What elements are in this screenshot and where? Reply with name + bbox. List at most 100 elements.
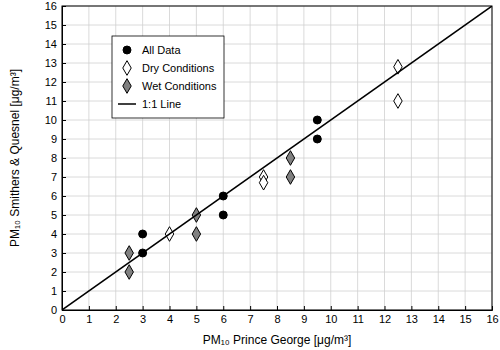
y-tick-mark	[62, 215, 66, 216]
x-tick-label: 9	[301, 313, 307, 325]
y-tick-mark	[62, 272, 66, 273]
y-grid-line	[62, 139, 492, 140]
y-tick-label: 2	[51, 266, 57, 278]
x-axis-line	[63, 306, 493, 311]
x-tick-mark	[331, 306, 332, 310]
x-tick: 8	[274, 306, 280, 325]
x-tick-mark	[143, 306, 144, 310]
legend-item: All Data	[123, 44, 181, 56]
y-tick-label: 14	[45, 38, 57, 50]
y-tick: 3	[51, 247, 66, 259]
legend-swatch	[123, 61, 131, 76]
point	[219, 211, 227, 219]
y-tick-mark	[62, 234, 66, 235]
y-axis: 012345678910111213141516	[45, 0, 66, 316]
point	[394, 94, 402, 109]
point	[286, 151, 294, 166]
y-tick: 13	[45, 57, 66, 69]
point	[259, 175, 267, 190]
point	[313, 135, 321, 143]
x-tick-label: 12	[379, 313, 391, 325]
y-tick-mark	[62, 177, 66, 178]
y-tick-mark	[62, 63, 66, 64]
x-tick-label: 2	[113, 313, 119, 325]
point	[192, 227, 200, 242]
x-tick-label: 11	[352, 313, 363, 325]
y-tick: 2	[51, 266, 66, 278]
plot-frame	[62, 6, 492, 310]
x-tick-label: 13	[406, 313, 418, 325]
y-tick: 11	[46, 95, 66, 107]
x-tick: 15	[460, 306, 472, 325]
x-tick-label: 1	[86, 313, 92, 325]
point	[313, 116, 321, 124]
y-tick-label: 4	[51, 228, 57, 240]
plot-area	[62, 6, 492, 310]
legend-swatch	[118, 103, 136, 105]
y-tick: 7	[51, 171, 66, 183]
y-tick-mark	[62, 120, 66, 121]
y-grid-line	[62, 120, 492, 121]
y-tick: 12	[45, 76, 66, 88]
y-tick: 5	[51, 209, 66, 221]
x-tick-mark	[223, 306, 224, 310]
marks	[62, 6, 492, 310]
x-tick-mark	[250, 306, 251, 310]
y-tick-mark	[62, 44, 66, 45]
x-tick-mark	[411, 306, 412, 310]
y-grid-line	[62, 215, 492, 216]
x-tick-mark	[116, 306, 117, 310]
y-tick: 9	[51, 133, 66, 145]
x-axis-title: PM₁₀ Prince George [μg/m³]	[203, 333, 352, 347]
x-tick: 5	[194, 306, 200, 325]
y-tick-mark	[62, 101, 66, 102]
y-tick-label: 16	[45, 0, 57, 12]
y-tick-mark	[62, 291, 66, 292]
point	[286, 170, 294, 185]
x-tick: 14	[433, 306, 445, 325]
x-tick: 9	[301, 306, 307, 325]
y-tick-mark	[62, 6, 66, 7]
x-tick-label: 14	[433, 313, 445, 325]
point	[125, 265, 133, 280]
x-tick: 2	[113, 306, 119, 325]
y-tick-label: 5	[51, 209, 57, 221]
x-tick-label: 10	[325, 313, 337, 325]
y-tick: 14	[45, 38, 66, 50]
y-tick-label: 6	[51, 190, 57, 202]
x-tick-label: 7	[248, 313, 254, 325]
x-tick: 11	[352, 306, 363, 325]
y-tick: 10	[45, 114, 66, 126]
y-tick-mark	[62, 253, 66, 254]
x-tick-mark	[277, 306, 278, 310]
y-tick-label: 8	[51, 152, 57, 164]
x-tick: 13	[406, 306, 418, 325]
x-axis: 012345678910111213141516	[59, 306, 498, 325]
y-grid-line	[62, 291, 492, 292]
legend-item: 1:1 Line	[118, 98, 181, 110]
x-tick-mark	[385, 306, 386, 310]
y-tick-label: 3	[51, 247, 57, 259]
legend-swatch	[123, 46, 131, 54]
x-tick-label: 5	[194, 313, 200, 325]
line	[62, 6, 492, 310]
y-tick-label: 9	[51, 133, 57, 145]
legend-label: Dry Conditions	[142, 62, 215, 74]
x-tick-mark	[304, 306, 305, 310]
x-tick-label: 16	[486, 313, 498, 325]
y-tick: 8	[51, 152, 66, 164]
legend-item: Wet Conditions	[123, 79, 217, 94]
x-tick-label: 4	[167, 313, 173, 325]
y-tick-label: 7	[51, 171, 57, 183]
legend-item: Dry Conditions	[123, 61, 215, 76]
grid	[62, 6, 492, 310]
y-tick-label: 11	[46, 95, 57, 107]
y-tick: 4	[51, 228, 66, 240]
x-tick-mark	[358, 306, 359, 310]
x-tick: 1	[86, 306, 92, 325]
legend-box	[112, 36, 224, 118]
y-tick-label: 0	[51, 304, 57, 316]
y-tick: 1	[51, 285, 66, 297]
x-tick: 7	[248, 306, 254, 325]
x-tick-mark	[465, 306, 466, 310]
